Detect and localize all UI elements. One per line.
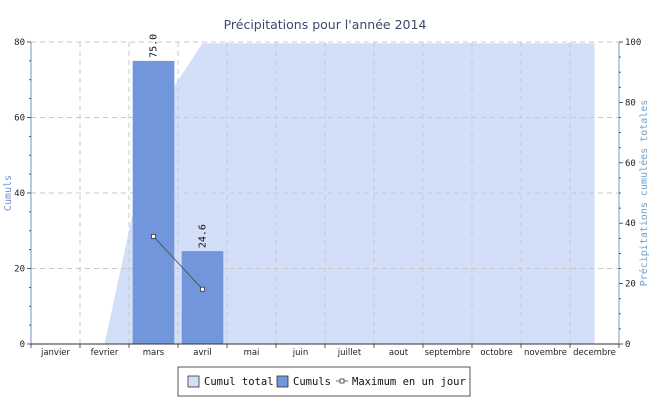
bar-data-label: 24.6 xyxy=(198,224,209,248)
axes-layer: 0 20 40 60 80 0 20 40 60 80 100 janvier fevrier mars a… xyxy=(14,38,641,358)
right-tick-label: 60 xyxy=(625,159,636,169)
legend: Cumul total Cumuls Maximum en un jour xyxy=(177,366,471,397)
left-tick-label: 20 xyxy=(14,265,25,275)
right-tick-label: 20 xyxy=(625,280,636,290)
legend-label-cumuls: Cumuls xyxy=(293,376,331,388)
legend-box xyxy=(177,366,471,397)
x-tick-label-mai: mai xyxy=(244,348,260,358)
legend-swatch-cumuls xyxy=(276,375,289,388)
x-tick-label-aout: aout xyxy=(389,348,409,358)
max-point-marker xyxy=(200,286,205,292)
max-point-marker xyxy=(151,234,156,239)
x-tick-label-fevrier: fevrier xyxy=(91,348,119,358)
legend-label-maximum: Maximum en un jour xyxy=(352,376,466,388)
x-tick-label-octobre: octobre xyxy=(480,348,512,358)
left-tick-label: 40 xyxy=(14,189,25,199)
right-tick-label: 80 xyxy=(625,98,636,108)
legend-marker-maximum xyxy=(339,378,345,384)
x-tick-label-decembre: decembre xyxy=(573,348,616,358)
grid-layer xyxy=(31,41,619,344)
legend-swatch-cumul-total xyxy=(187,375,200,388)
x-tick-label-janvier: janvier xyxy=(40,348,71,358)
bar-data-label: 75.0 xyxy=(149,34,160,58)
max-line-layer xyxy=(151,234,205,292)
x-tick-label-mars: mars xyxy=(143,348,165,358)
bars-layer: 75.0 24.6 xyxy=(132,34,224,344)
left-tick-label: 60 xyxy=(14,114,25,124)
legend-label-cumul-total: Cumul total xyxy=(204,376,274,388)
bar-avril xyxy=(181,251,224,344)
x-tick-label-juin: juin xyxy=(292,348,309,358)
max-line-segment xyxy=(153,236,203,290)
x-tick-label-septembre: septembre xyxy=(425,348,471,358)
x-tick-label-juillet: juillet xyxy=(337,348,362,358)
left-axis-title: Cumuls xyxy=(3,175,14,211)
x-tick-label-avril: avril xyxy=(193,348,211,358)
right-tick-label: 40 xyxy=(625,219,636,229)
right-axis-title: Précipitations cumulées totales xyxy=(638,100,650,287)
x-tick-label-novembre: novembre xyxy=(524,348,567,358)
right-tick-label: 100 xyxy=(625,38,641,48)
left-tick-label: 80 xyxy=(14,38,25,48)
bar-mars xyxy=(132,60,175,344)
left-tick-label: 0 xyxy=(20,340,25,350)
right-tick-label: 0 xyxy=(625,340,630,350)
chart-title: Précipitations pour l'année 2014 xyxy=(224,17,427,32)
